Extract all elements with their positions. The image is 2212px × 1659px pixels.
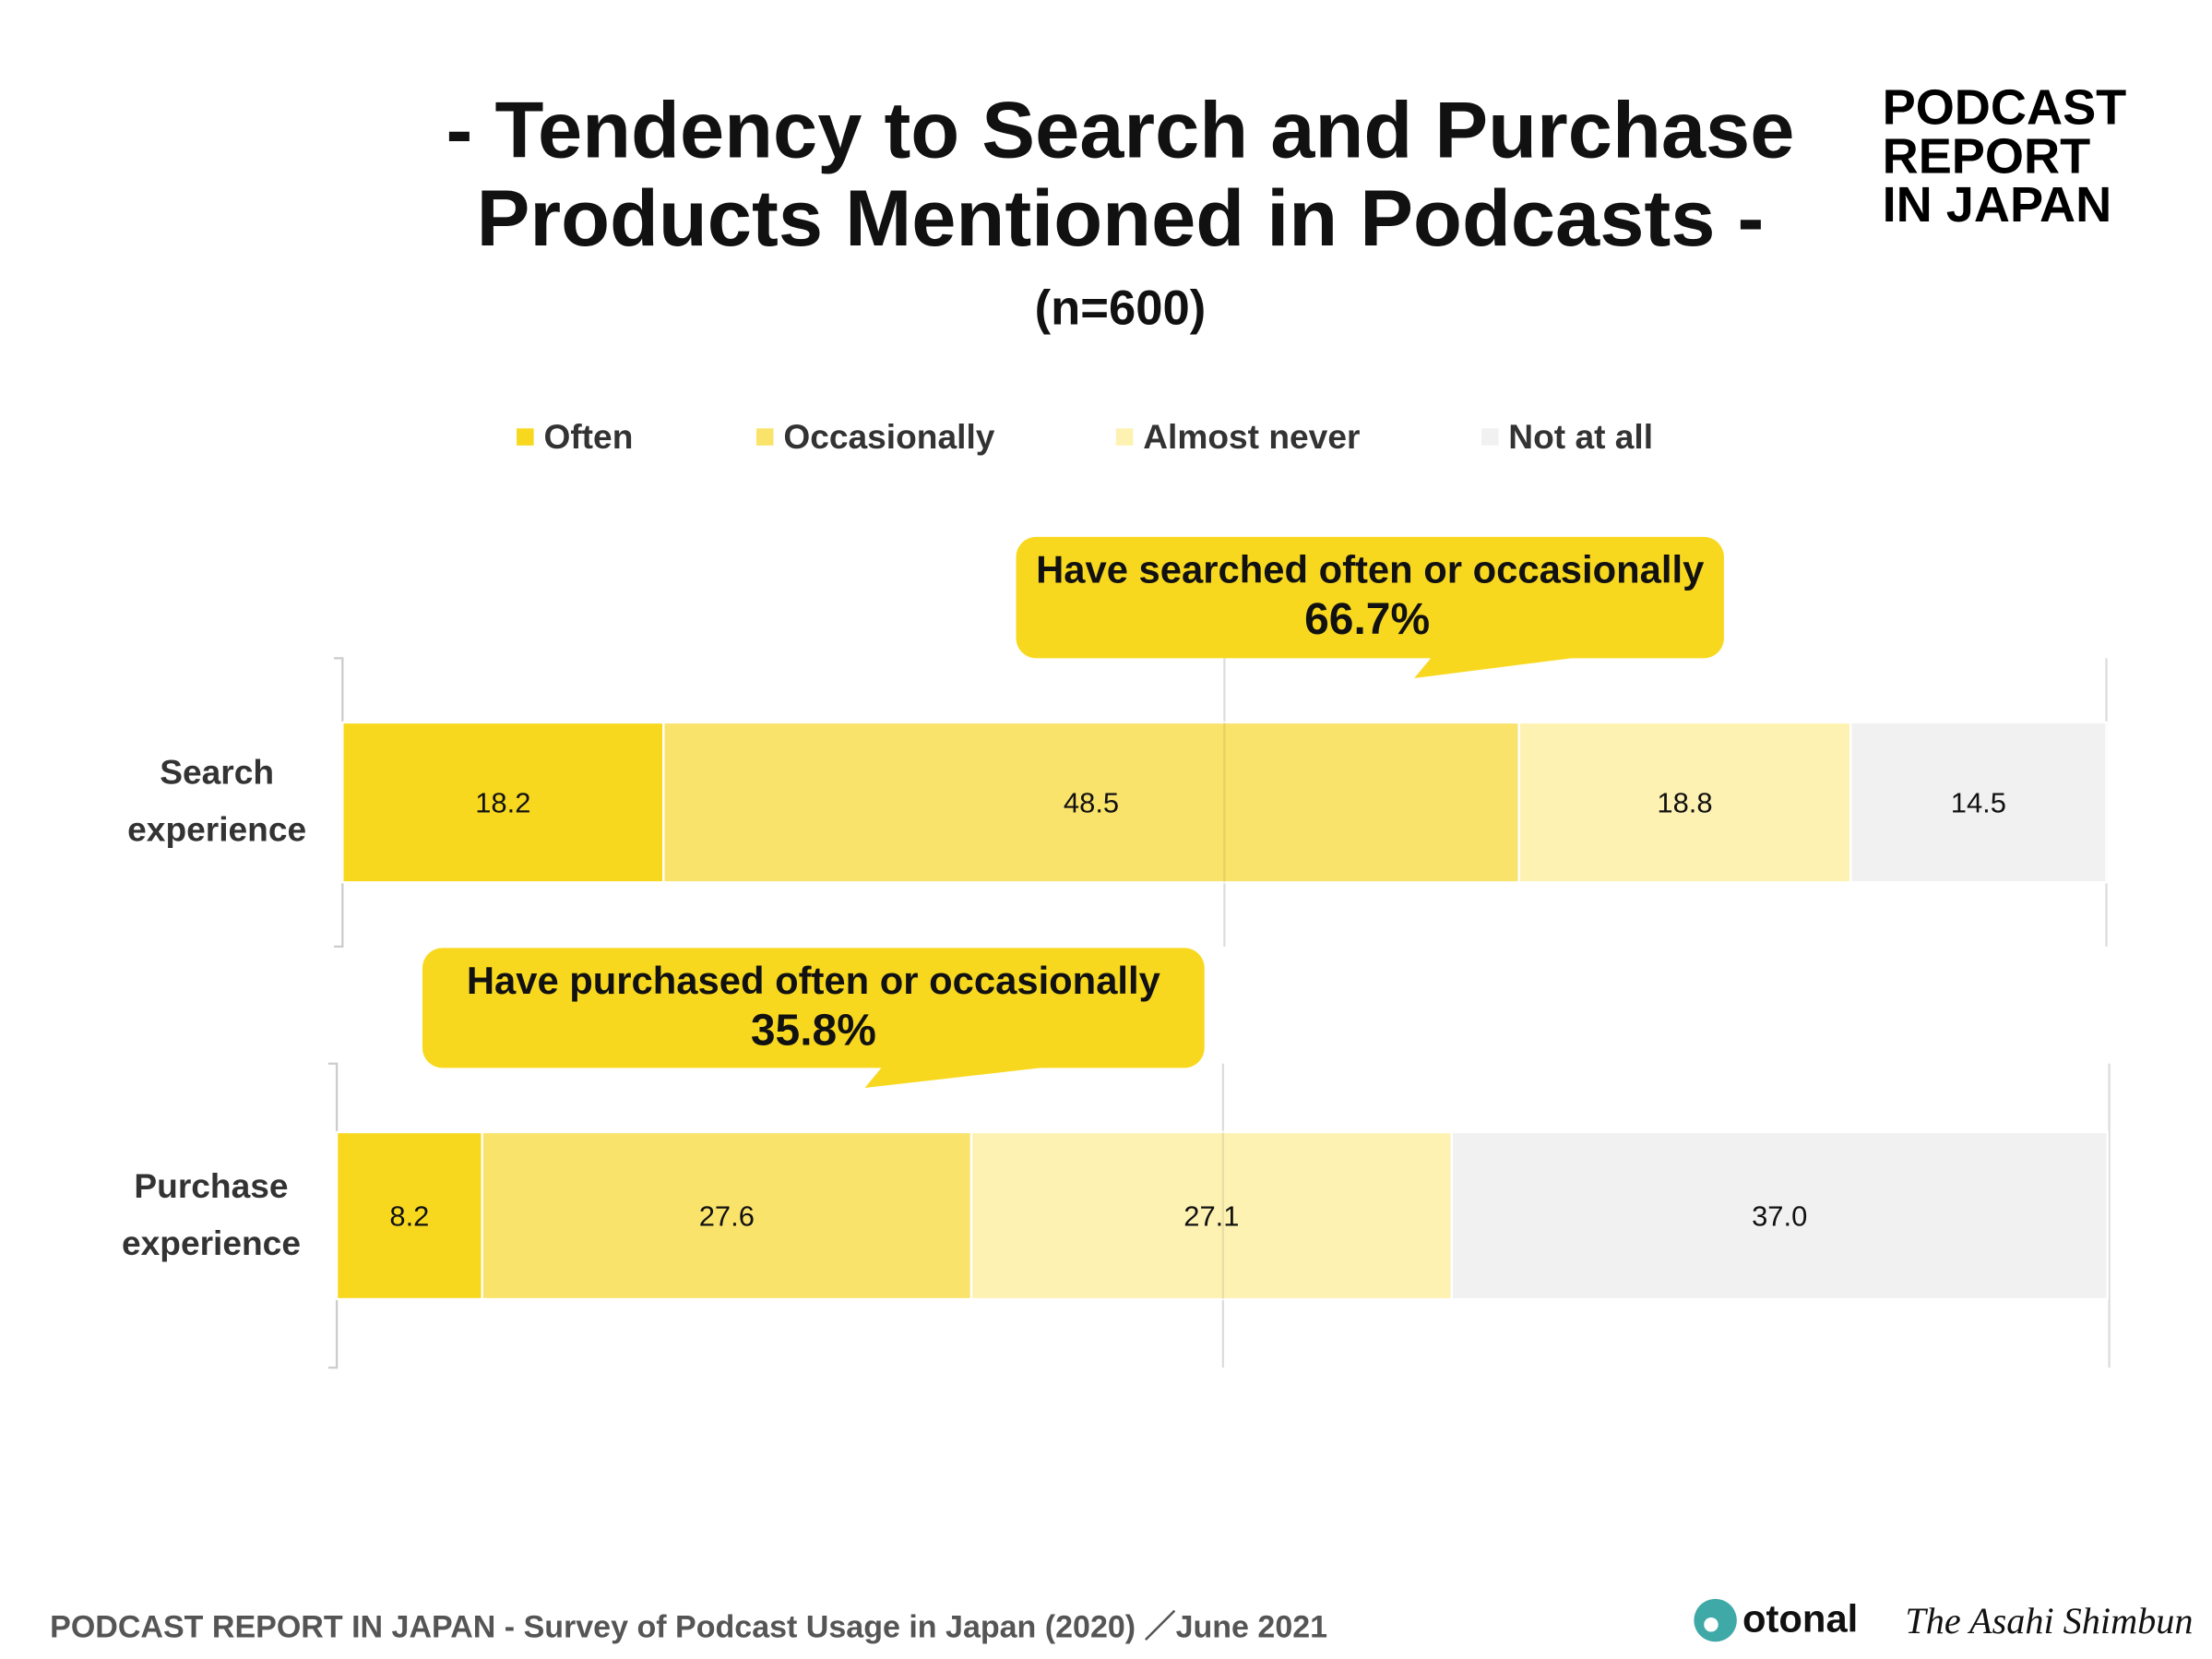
bar-segment-0-0 (341, 721, 665, 884)
value-label-1-3: 37.0 (1752, 1199, 1807, 1232)
value-label-1-1: 27.6 (699, 1199, 755, 1232)
legend-label-1: Occasionally (783, 417, 994, 456)
legend-swatch-0 (517, 428, 534, 446)
category-label-purchase-1: Purchase (134, 1166, 288, 1205)
legend-label-2: Almost never (1143, 417, 1360, 456)
legend-label-3: Not at all (1508, 417, 1653, 456)
category-label-search-2: experience (127, 809, 306, 848)
value-label-0-1: 48.5 (1064, 786, 1119, 818)
bar-segment-0-1 (662, 721, 1520, 884)
value-label-0-3: 14.5 (1951, 786, 2006, 818)
category-labels: Search experience Purchase experience (122, 752, 306, 1262)
asahi-shimbun-logo: The Asahi Shimbun (1905, 1600, 2193, 1641)
callout-search-text: Have searched often or occasionally (1036, 547, 1704, 591)
sample-size: (n=600) (1035, 280, 1207, 335)
podcast-report-logo: PODCAST REPORT IN JAPAN (1883, 80, 2127, 233)
bar-segment-0-2 (1517, 721, 1852, 884)
logo-line-3: IN JAPAN (1883, 177, 2112, 233)
title-line-1: - Tendency to Search and Purchase (446, 86, 1795, 174)
legend-swatch-3 (1481, 428, 1499, 446)
callout-purchase-text: Have purchased often or occasionally (467, 959, 1160, 1002)
logo-line-2: REPORT (1883, 128, 2091, 184)
logo-line-1: PODCAST (1883, 80, 2127, 136)
bar-segment-0-3 (1849, 721, 2108, 884)
legend-swatch-2 (1115, 428, 1134, 446)
callout-search: Have searched often or occasionally 66.7… (1016, 536, 1724, 679)
callout-search-value: 66.7% (1304, 595, 1430, 644)
footer-source: PODCAST REPORT IN JAPAN - Survey of Podc… (50, 1610, 1327, 1645)
legend: Often Occasionally Almost never Not at all (517, 417, 1653, 456)
bar-segment-1-2 (969, 1130, 1453, 1301)
value-label-0-0: 18.2 (475, 786, 530, 818)
value-label-1-0: 8.2 (389, 1199, 429, 1232)
category-label-purchase-2: experience (122, 1223, 301, 1262)
category-label-search-1: Search (160, 752, 274, 791)
gridline-overlay (1221, 722, 1226, 1299)
bars: 18.2 48.5 18.8 14.5 8.2 27.6 27.1 37.0 (335, 721, 2109, 1301)
otonal-logo-text: otonal (1742, 1596, 1858, 1640)
value-label-0-2: 18.8 (1657, 786, 1712, 818)
callout-purchase-value: 35.8% (751, 1007, 876, 1056)
callout-purchase: Have purchased often or occasionally 35.… (422, 948, 1205, 1089)
title-line-2: Products Mentioned in Podcasts - (477, 174, 1765, 263)
legend-label-0: Often (543, 417, 633, 456)
value-label-1-2: 27.1 (1183, 1199, 1239, 1232)
otonal-logo: otonal (1694, 1596, 1858, 1642)
bar-segment-1-3 (1450, 1130, 2109, 1301)
bar-segment-1-1 (481, 1130, 973, 1301)
legend-swatch-1 (755, 428, 774, 446)
